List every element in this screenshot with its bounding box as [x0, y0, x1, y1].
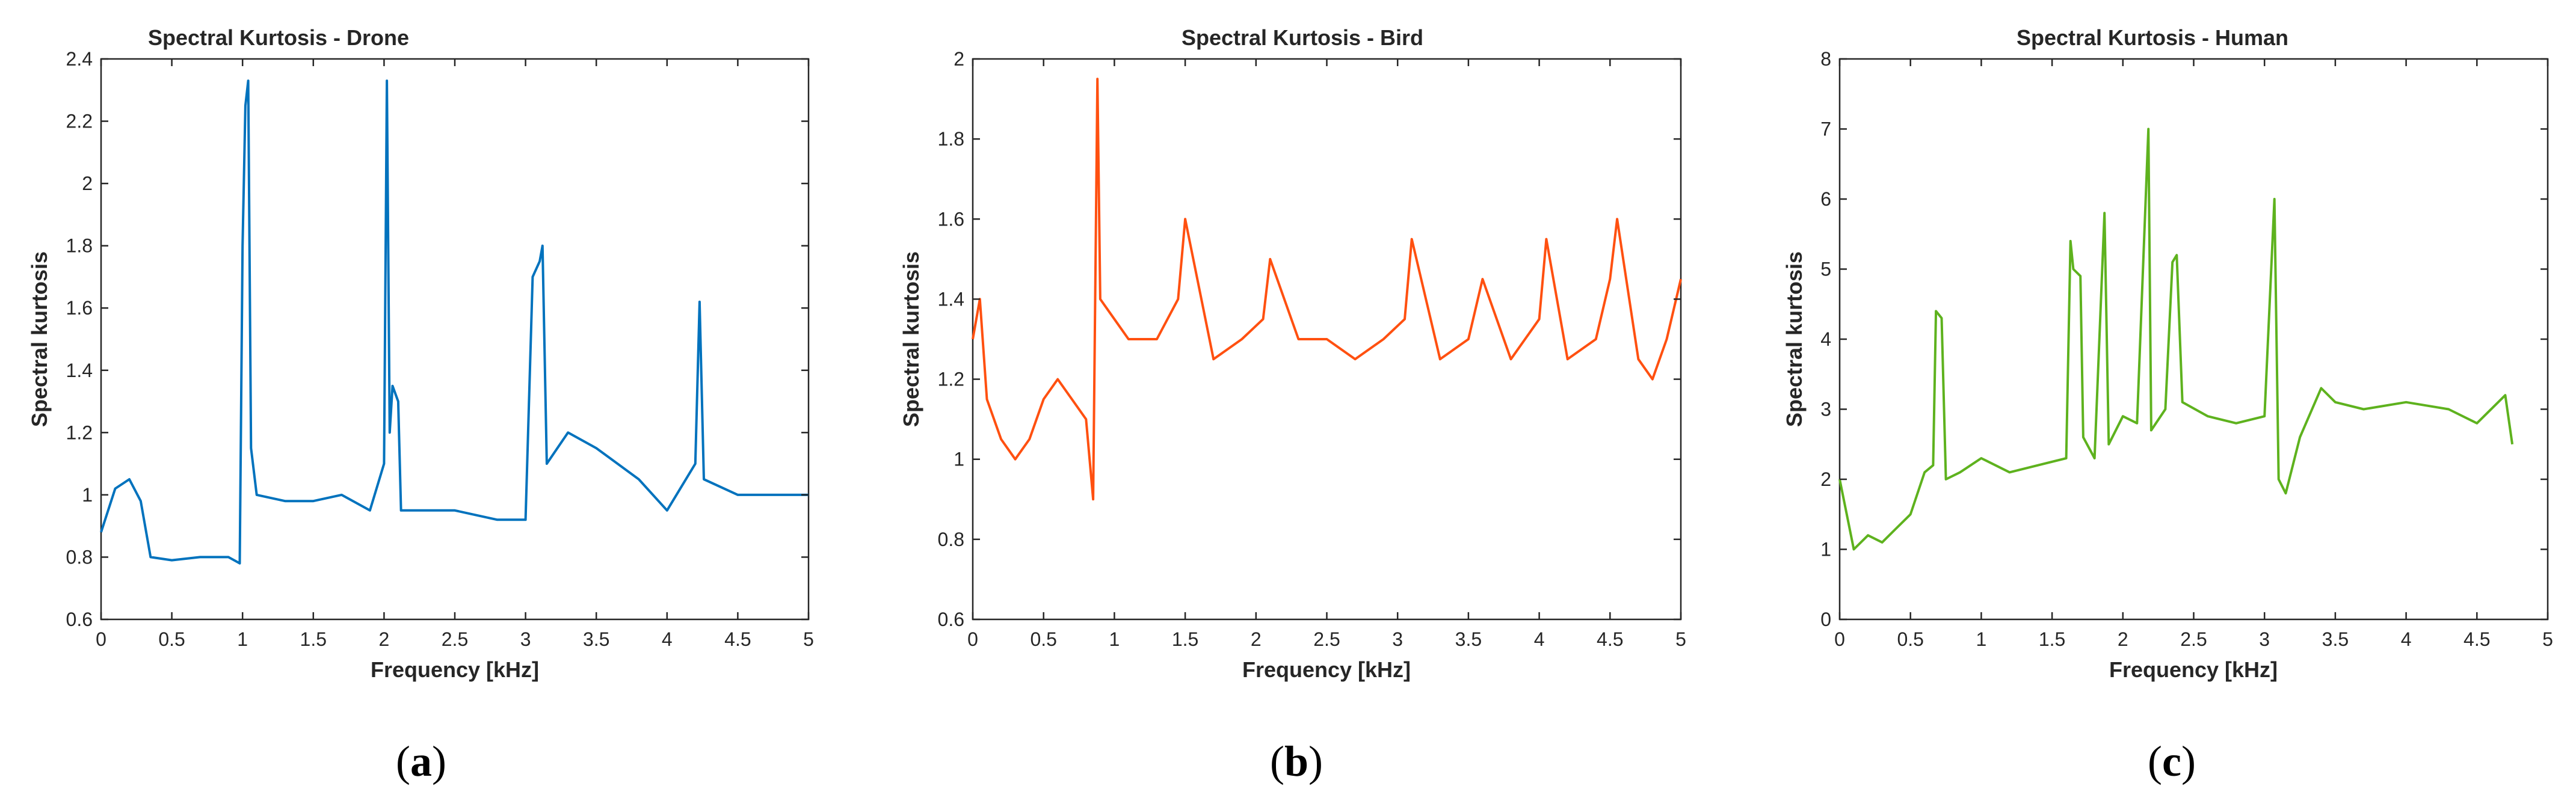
data-line-group	[1838, 127, 2514, 551]
axis-ticks: 0 0.5 1 1.5 2 2.5 3 3.5 4 4.5 5 0 1 2 3 4 5 6 7 8	[1820, 48, 2553, 650]
x-axis-label: Frequency [kHz]	[2109, 657, 2278, 682]
panel-label-c: (c)	[2148, 737, 2196, 785]
x-tick-label: 1	[1976, 628, 1987, 650]
chart-title: Spectral Kurtosis - Human	[2017, 25, 2288, 50]
y-axis-label: Spectral kurtosis	[899, 251, 923, 427]
plot-area	[1838, 58, 2549, 621]
x-tick-label: 3	[2259, 628, 2270, 650]
x-tick-label: 2	[379, 628, 390, 650]
chart-panel-human: Spectral Kurtosis - Human 0 0.5 1 1.5 2 2.5 3 3…	[1782, 25, 2553, 785]
x-tick-label: 1	[1109, 628, 1120, 650]
x-tick-label: 0	[96, 628, 106, 650]
x-tick-label: 0.5	[1030, 628, 1056, 650]
y-tick-label: 0.6	[66, 609, 93, 630]
y-tick-label: 1	[82, 484, 93, 506]
chart-panel-drone: Spectral Kurtosis - Drone 0 0.5 1 1.5 2 2.5 3 3…	[27, 25, 814, 785]
x-tick-label: 2.5	[442, 628, 468, 650]
y-tick-label: 5	[1820, 259, 1831, 280]
x-tick-label: 3.5	[1455, 628, 1482, 650]
data-line-group	[100, 79, 809, 565]
y-tick-label: 1.6	[66, 297, 93, 319]
x-tick-label: 4.5	[724, 628, 751, 650]
panel-label-b: (b)	[1270, 737, 1323, 785]
y-tick-label: 1.8	[938, 128, 964, 150]
x-tick-label: 4.5	[1597, 628, 1623, 650]
x-tick-label: 0.5	[158, 628, 185, 650]
y-tick-label: 0.6	[938, 609, 964, 630]
y-tick-label: 1.2	[938, 369, 964, 390]
x-tick-label: 2	[2118, 628, 2128, 650]
y-tick-label: 1.6	[938, 208, 964, 230]
y-axis-label: Spectral kurtosis	[1782, 251, 1807, 427]
chart-title: Spectral Kurtosis - Bird	[1182, 25, 1423, 50]
x-tick-label: 1.5	[1172, 628, 1198, 650]
x-tick-label: 0.5	[1897, 628, 1923, 650]
x-axis-label: Frequency [kHz]	[371, 657, 539, 682]
x-tick-label: 4.5	[2464, 628, 2490, 650]
x-tick-label: 1.5	[2039, 628, 2065, 650]
y-tick-label: 1	[1820, 539, 1831, 560]
y-tick-label: 1.2	[66, 422, 93, 443]
y-tick-label: 1	[954, 449, 964, 470]
chart-title: Spectral Kurtosis - Drone	[148, 25, 409, 50]
series-line-0	[100, 79, 809, 565]
y-tick-label: 7	[1820, 118, 1831, 140]
x-tick-label: 4	[2401, 628, 2412, 650]
data-line-group	[972, 78, 1682, 501]
x-tick-label: 3	[520, 628, 531, 650]
y-tick-label: 2	[1820, 468, 1831, 490]
series-line-0	[1838, 127, 2514, 551]
x-tick-label: 0	[967, 628, 978, 650]
x-tick-label: 2.5	[1313, 628, 1340, 650]
y-tick-label: 6	[1820, 188, 1831, 210]
x-tick-label: 3.5	[583, 628, 609, 650]
x-tick-label: 5	[2542, 628, 2553, 650]
x-tick-label: 2	[1251, 628, 1262, 650]
chart-panel-bird: Spectral Kurtosis - Bird 0 0.5 1 1.5 2 2.5 3 3.…	[899, 25, 1686, 785]
y-tick-label: 0	[1820, 609, 1831, 630]
x-tick-label: 1.5	[300, 628, 327, 650]
y-tick-label: 1.4	[938, 288, 964, 310]
x-tick-label: 2.5	[2180, 628, 2207, 650]
x-tick-label: 3	[1392, 628, 1403, 650]
y-tick-label: 2	[954, 48, 964, 70]
y-tick-label: 0.8	[938, 529, 964, 550]
x-tick-label: 1	[237, 628, 248, 650]
series-line-0	[972, 78, 1682, 501]
y-tick-label: 8	[1820, 48, 1831, 70]
plot-area	[100, 58, 810, 621]
y-tick-label: 0.8	[66, 546, 93, 568]
x-tick-label: 4	[1534, 628, 1545, 650]
x-tick-label: 4	[662, 628, 673, 650]
x-axis-label: Frequency [kHz]	[1242, 657, 1411, 682]
axis-ticks: 0 0.5 1 1.5 2 2.5 3 3.5 4 4.5 5 0.6 0.8 1 1.2 1.4 1.6 1.8…	[938, 48, 1686, 650]
y-tick-label: 2.2	[66, 111, 93, 132]
y-tick-label: 1.4	[66, 360, 93, 381]
y-tick-label: 1.8	[66, 235, 93, 257]
axis-ticks: 0 0.5 1 1.5 2 2.5 3 3.5 4 4.5 5 0.6 0.8 1 1.2 1.4 1.6 1.8…	[66, 48, 814, 650]
y-tick-label: 2	[82, 173, 93, 194]
panel-label-a: (a)	[396, 737, 446, 785]
x-tick-label: 3.5	[2322, 628, 2349, 650]
y-tick-label: 3	[1820, 399, 1831, 420]
x-tick-label: 0	[1834, 628, 1845, 650]
y-axis-label: Spectral kurtosis	[27, 251, 52, 427]
y-tick-label: 4	[1820, 328, 1831, 350]
x-tick-label: 5	[803, 628, 814, 650]
y-tick-label: 2.4	[66, 48, 93, 70]
x-tick-label: 5	[1675, 628, 1686, 650]
